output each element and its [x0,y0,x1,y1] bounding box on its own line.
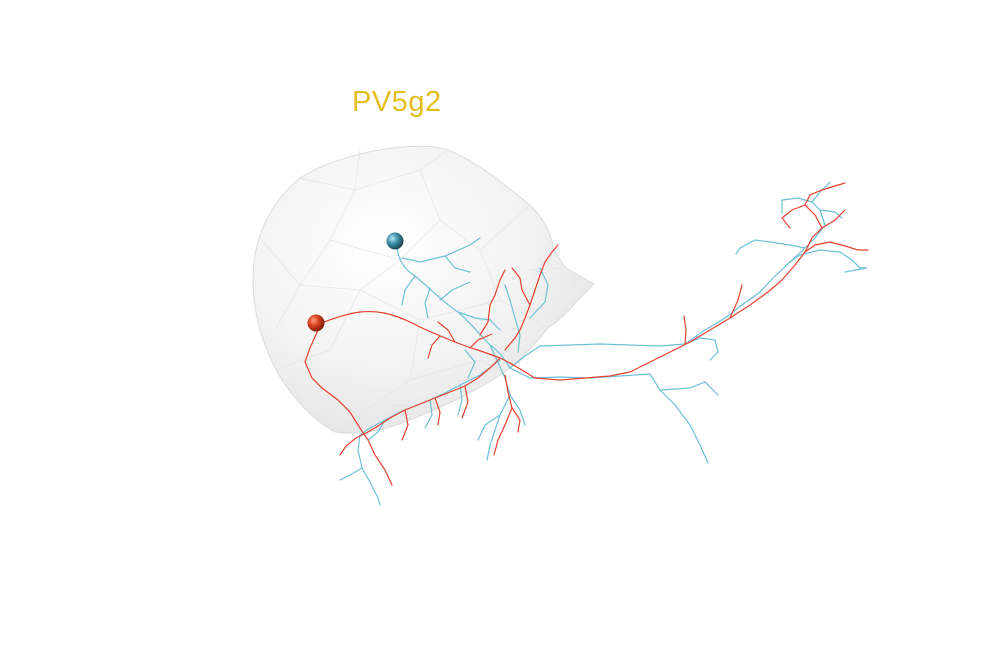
soma-red[interactable] [307,314,325,332]
neuropil-mesh [252,145,595,434]
neuron-type-title: PV5g2 [352,86,442,118]
neuron-skeleton-red [304,182,869,486]
soma-cyan[interactable] [386,232,404,250]
